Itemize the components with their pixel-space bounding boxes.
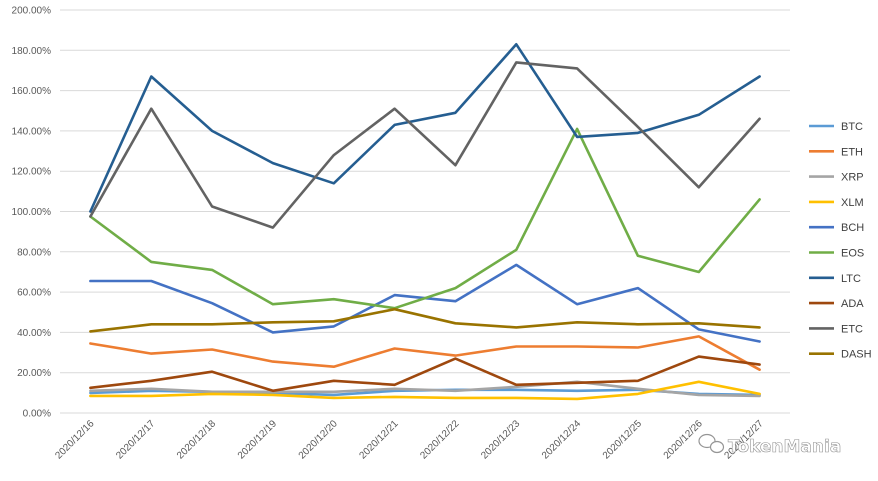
legend-label-bch: BCH	[841, 222, 864, 234]
watermark-text: TokenMania	[728, 437, 841, 457]
y-tick-label: 120.00%	[12, 167, 52, 178]
legend-label-ltc: LTC	[841, 273, 861, 285]
y-tick-label: 160.00%	[12, 86, 52, 97]
series-line-eos	[89, 127, 761, 310]
y-tick-label: 40.00%	[17, 328, 51, 339]
y-tick-label: 140.00%	[12, 126, 52, 137]
x-tick-label: 2020/12/22	[418, 418, 461, 461]
series-line-etc	[89, 61, 761, 229]
legend-label-xrp: XRP	[841, 172, 864, 184]
legend-label-ada: ADA	[841, 298, 864, 310]
y-tick-label: 20.00%	[17, 368, 51, 379]
x-tick-label: 2020/12/16	[53, 418, 96, 461]
x-tick-label: 2020/12/21	[358, 418, 401, 461]
legend: BTC ETH XRP XLM BCH EOS LTC ADA ETC DASH	[809, 121, 872, 361]
x-axis-tick-labels: 2020/12/16 2020/12/17 2020/12/18 2020/12/19…	[53, 418, 766, 461]
series-lines	[89, 42, 761, 401]
series-line-ltc	[89, 42, 761, 213]
y-tick-label: 180.00%	[12, 46, 52, 57]
legend-label-xlm: XLM	[841, 197, 864, 209]
x-tick-label: 2020/12/19	[236, 418, 279, 461]
y-tick-label: 0.00%	[23, 409, 51, 420]
series-line-xlm	[89, 380, 761, 401]
legend-label-etc: ETC	[841, 323, 863, 335]
y-tick-label: 80.00%	[17, 247, 51, 258]
legend-label-btc: BTC	[841, 121, 863, 133]
x-tick-label: 2020/12/17	[114, 418, 157, 461]
series-line-eth	[89, 335, 761, 372]
x-tick-label: 2020/12/25	[601, 418, 644, 461]
legend-label-eth: ETH	[841, 146, 863, 158]
wechat-icon	[698, 433, 725, 454]
series-line-dash	[89, 307, 761, 333]
series-line-bch	[89, 263, 761, 343]
y-tick-label: 200.00%	[12, 6, 52, 17]
legend-label-dash: DASH	[841, 349, 872, 361]
x-tick-label: 2020/12/18	[175, 418, 218, 461]
legend-label-eos: EOS	[841, 248, 864, 260]
y-tick-label: 100.00%	[12, 207, 52, 218]
y-axis-tick-labels: 0.00% 20.00% 40.00% 60.00% 80.00% 100.00% 120.…	[12, 6, 52, 420]
x-tick-label: 2020/12/20	[297, 418, 340, 461]
watermark: TokenMania	[698, 433, 842, 457]
x-tick-label: 2020/12/23	[479, 418, 522, 461]
series-line-ada	[89, 355, 761, 393]
y-tick-label: 60.00%	[17, 288, 51, 299]
series-line-xrp	[89, 380, 761, 398]
x-tick-label: 2020/12/24	[540, 418, 583, 461]
